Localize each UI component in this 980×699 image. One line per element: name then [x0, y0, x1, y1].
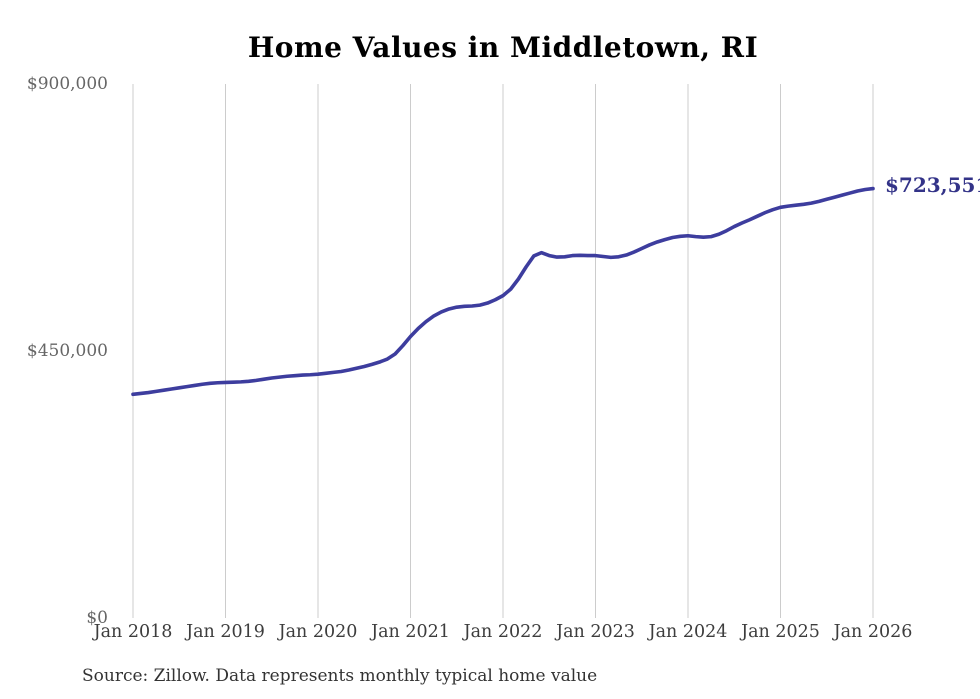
x-tick-label: Jan 2020 [278, 622, 358, 642]
last-value-annotation: $723,551 [885, 173, 980, 197]
x-tick-label: Jan 2023 [556, 622, 635, 642]
x-tick-label: Jan 2022 [463, 622, 543, 642]
x-tick-label: Jan 2021 [371, 622, 450, 642]
x-tick-label: Jan 2024 [648, 622, 728, 642]
home-value-line-series [131, 186, 875, 397]
y-tick-label: $450,000 [26, 340, 108, 361]
chart-title: Home Values in Middletown, RI [247, 31, 759, 64]
x-tick-label: Jan 2025 [741, 622, 820, 642]
y-tick-label: $900,000 [26, 74, 108, 94]
x-tick-label: Jan 2018 [93, 622, 173, 642]
x-tick-label: Jan 2019 [186, 622, 265, 642]
source-note: Source: Zillow. Data represents monthly … [82, 666, 598, 686]
x-tick-label: Jan 2026 [833, 622, 913, 642]
vertical-gridlines [132, 84, 874, 618]
y-tick-label: $0 [86, 607, 108, 628]
